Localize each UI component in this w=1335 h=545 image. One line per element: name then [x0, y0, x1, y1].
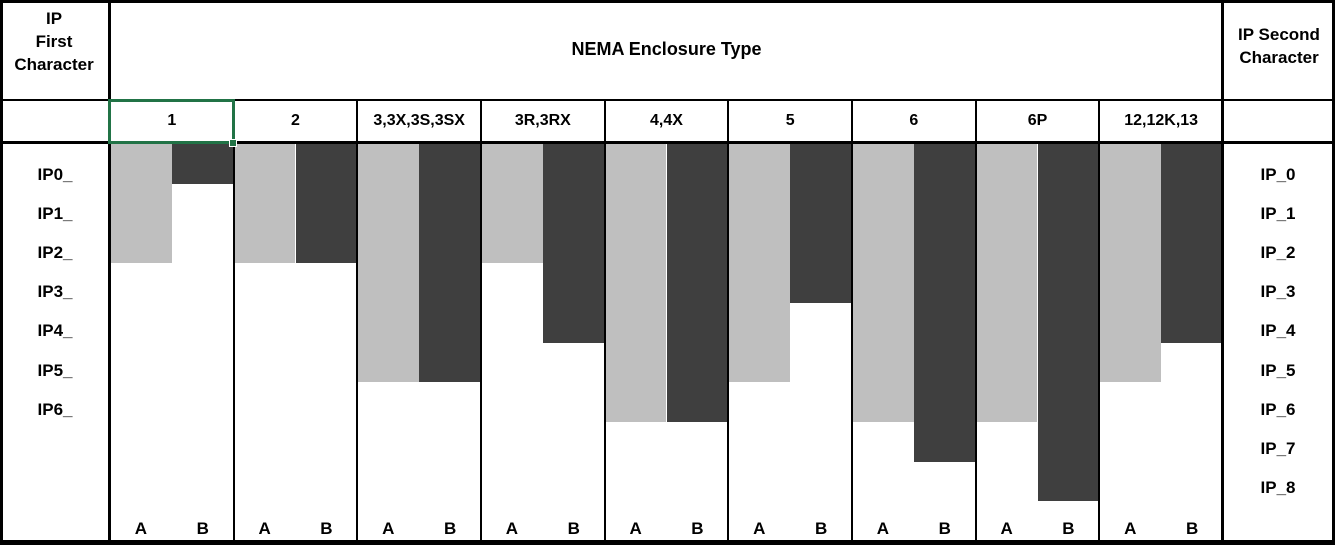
- selected-cell[interactable]: [108, 99, 235, 144]
- bar-a-6P: [976, 144, 1038, 422]
- bar-b-12,12K,13: [1161, 144, 1222, 343]
- bar-a-1: [111, 144, 172, 264]
- bar-label-a-col-4,4X: A: [629, 519, 642, 538]
- bar-a-3,3X,3S,3SX: [358, 144, 420, 383]
- bar-b-5: [790, 144, 851, 303]
- bar-b-6P: [1037, 144, 1099, 502]
- bar-label-a-col-2: A: [258, 519, 271, 538]
- bar-b-4,4X: [666, 144, 728, 422]
- divider-header-row-2: [0, 141, 1335, 144]
- row-label-right-IP_2: IP_2: [1260, 243, 1296, 263]
- outer-border-right: [1332, 0, 1335, 545]
- row-label-right-IP_3: IP_3: [1260, 282, 1296, 302]
- divider-column-7: [975, 99, 977, 542]
- row-label-right-IP_5: IP_5: [1260, 360, 1296, 380]
- bar-label-b-col-6P: B: [1062, 519, 1075, 538]
- row-label-right-IP_0: IP_0: [1260, 165, 1296, 184]
- row-label-left-IP5_: IP5_: [37, 360, 73, 380]
- bar-b-3R,3RX: [542, 144, 604, 343]
- bar-label-a-col-3R,3RX: A: [505, 519, 519, 538]
- column-header-12,12K,13[interactable]: 12,12K,13: [1124, 112, 1199, 129]
- bar-label-b-col-5: B: [814, 519, 828, 538]
- divider-column-8: [1098, 99, 1100, 542]
- column-header-1[interactable]: 1: [167, 112, 177, 129]
- row-label-left-IP0_: IP0_: [37, 165, 73, 184]
- column-header-6[interactable]: 6: [909, 112, 919, 129]
- divider-column-6: [851, 99, 853, 542]
- column-header-2[interactable]: 2: [291, 112, 300, 129]
- bar-label-b-col-6: B: [938, 519, 951, 538]
- row-label-left-IP6_: IP6_: [37, 399, 73, 419]
- divider-column-1: [233, 99, 235, 542]
- bar-label-b-col-2: B: [320, 519, 333, 538]
- bar-label-b-col-4,4X: B: [691, 519, 704, 538]
- nema-enclosure-type-header-cell: NEMA Enclosure Type: [571, 39, 762, 59]
- selection-fill-handle[interactable]: [228, 139, 237, 147]
- bar-label-a-col-3,3X,3S,3SX: A: [382, 519, 395, 538]
- row-label-right-IP_8: IP_8: [1260, 477, 1296, 497]
- bar-label-b-col-3,3X,3S,3SX: B: [443, 519, 457, 538]
- ip-first-character-header-cell: IP First Character: [14, 9, 94, 74]
- row-label-left-IP3_: IP3_: [37, 282, 73, 302]
- outer-border-top: [0, 0, 1335, 3]
- divider-header-row-1: [0, 99, 1335, 101]
- bar-b-6: [913, 144, 975, 462]
- bar-b-3,3X,3S,3SX: [419, 144, 480, 383]
- bar-label-a-col-5: A: [753, 519, 766, 538]
- bar-a-3R,3RX: [482, 144, 543, 264]
- outer-border-bottom: [0, 540, 1335, 545]
- column-header-6P[interactable]: 6P: [1027, 112, 1048, 129]
- divider-column-5: [727, 99, 729, 542]
- divider-column-2: [356, 99, 358, 542]
- bar-a-5: [729, 144, 791, 383]
- row-label-right-IP_6: IP_6: [1260, 399, 1296, 419]
- row-label-right-IP_1: IP_1: [1260, 204, 1296, 224]
- bar-label-a-col-6: A: [876, 519, 890, 538]
- bar-b-2: [295, 144, 357, 264]
- bar-a-6: [853, 144, 914, 422]
- row-label-right-IP_4: IP_4: [1260, 321, 1296, 341]
- row-label-left-IP1_: IP1_: [37, 204, 73, 224]
- bar-label-a-col-1: A: [134, 519, 148, 538]
- bar-a-12,12K,13: [1100, 144, 1162, 383]
- divider-column-3: [480, 99, 482, 542]
- bar-label-b-col-3R,3RX: B: [567, 519, 580, 538]
- divider-left-column: [108, 0, 111, 545]
- outer-border-left: [0, 0, 3, 545]
- column-header-4,4X[interactable]: 4,4X: [650, 112, 683, 129]
- bar-a-4,4X: [605, 144, 667, 422]
- column-header-3,3X,3S,3SX[interactable]: 3,3X,3S,3SX: [373, 112, 465, 129]
- ip-second-character-header-cell: IP Second Character: [1238, 25, 1320, 67]
- bar-a-2: [234, 144, 296, 264]
- column-header-5[interactable]: 5: [785, 112, 795, 129]
- column-header-3R,3RX[interactable]: 3R,3RX: [514, 112, 571, 129]
- row-label-left-IP2_: IP2_: [37, 243, 73, 263]
- bar-label-b-col-12,12K,13: B: [1185, 519, 1199, 538]
- bar-b-1: [171, 144, 233, 184]
- bar-label-b-col-1: B: [196, 519, 209, 538]
- bar-label-a-col-6P: A: [1000, 519, 1013, 538]
- bar-label-a-col-12,12K,13: A: [1124, 519, 1137, 538]
- divider-right-column: [1221, 0, 1224, 545]
- row-label-left-IP4_: IP4_: [37, 321, 73, 341]
- row-label-right-IP_7: IP_7: [1260, 438, 1296, 458]
- divider-column-4: [604, 99, 606, 542]
